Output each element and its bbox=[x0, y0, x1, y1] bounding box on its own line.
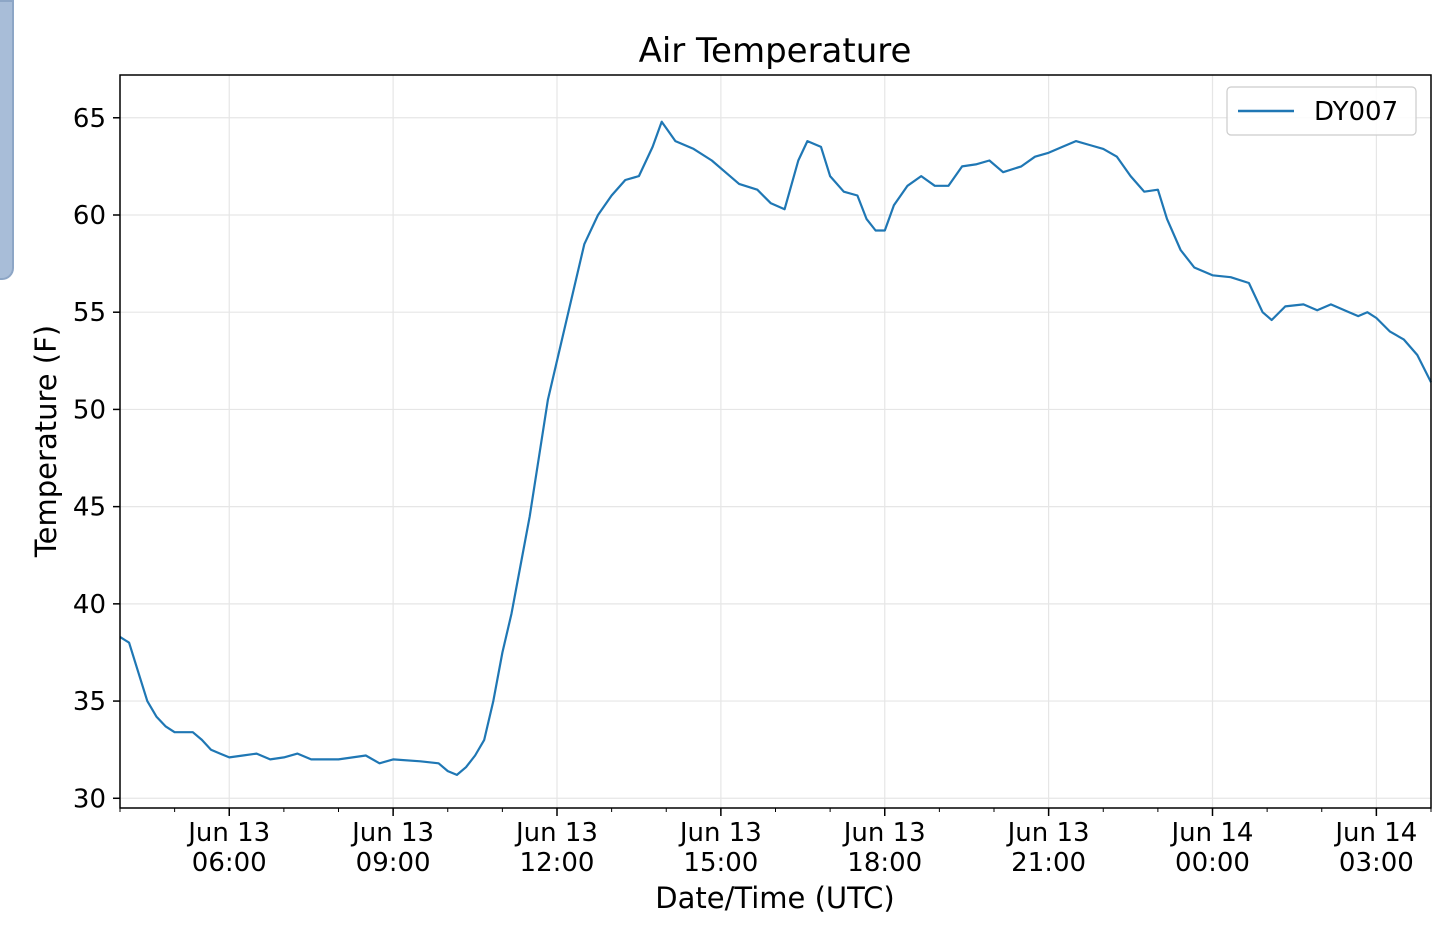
y-axis: 30 35 40 45 50 55 60 65 bbox=[73, 104, 120, 814]
y-tick-label: 50 bbox=[73, 395, 106, 425]
x-tick-label-time: 03:00 bbox=[1339, 848, 1414, 878]
x-tick-label-date: Jun 14 bbox=[1333, 818, 1417, 848]
x-tick-label-date: Jun 13 bbox=[842, 818, 926, 848]
x-tick-label-time: 06:00 bbox=[192, 848, 267, 878]
y-tick-label: 55 bbox=[73, 298, 106, 328]
x-tick-label-time: 09:00 bbox=[356, 848, 431, 878]
x-tick-label-time: 12:00 bbox=[520, 848, 595, 878]
grid bbox=[120, 75, 1431, 808]
x-axis-label: Date/Time (UTC) bbox=[655, 881, 894, 915]
y-tick-label: 45 bbox=[73, 493, 106, 523]
x-tick-label-time: 15:00 bbox=[683, 848, 758, 878]
legend: DY007 bbox=[1226, 86, 1417, 136]
x-tick-label-date: Jun 13 bbox=[678, 818, 762, 848]
y-tick-label: 35 bbox=[73, 687, 106, 717]
chart-title: Air Temperature bbox=[639, 31, 912, 71]
y-tick-label: 40 bbox=[73, 590, 106, 620]
x-tick-label-date: Jun 14 bbox=[1170, 818, 1254, 848]
x-tick-label-time: 21:00 bbox=[1011, 848, 1086, 878]
x-tick-label-date: Jun 13 bbox=[1006, 818, 1090, 848]
legend-box bbox=[1226, 86, 1417, 136]
x-tick-label-date: Jun 13 bbox=[350, 818, 434, 848]
plot-frame bbox=[119, 74, 1432, 809]
legend-label: DY007 bbox=[1314, 97, 1398, 127]
x-tick-label-date: Jun 13 bbox=[186, 818, 270, 848]
y-tick-label: 60 bbox=[73, 201, 106, 231]
y-tick-label: 65 bbox=[73, 104, 106, 134]
x-tick-label-time: 18:00 bbox=[847, 848, 922, 878]
x-tick-label-date: Jun 13 bbox=[514, 818, 598, 848]
series-layer bbox=[119, 120, 1432, 776]
x-tick-label-time: 00:00 bbox=[1175, 848, 1250, 878]
y-tick-label: 30 bbox=[73, 784, 106, 814]
y-axis-label: Temperature (F) bbox=[29, 325, 63, 558]
series-line-dy007 bbox=[119, 120, 1432, 776]
